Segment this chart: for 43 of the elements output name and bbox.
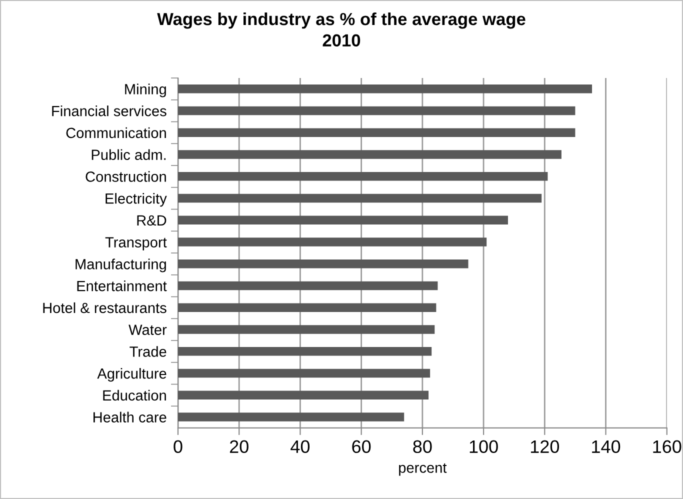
y-tick-label: Construction xyxy=(86,171,166,182)
bar xyxy=(178,194,542,203)
x-tick-label: 60 xyxy=(352,440,371,454)
bar xyxy=(178,128,576,138)
y-tick-label: Entertainment xyxy=(77,280,167,292)
y-tick-label: Hotel & restaurants xyxy=(43,302,166,314)
x-tick-label: 20 xyxy=(230,440,248,454)
y-tick-label: Transport xyxy=(105,237,167,250)
y-tick-label: Manufacturing xyxy=(76,258,166,272)
y-tick-label: Trade xyxy=(130,346,166,357)
bar xyxy=(178,281,438,290)
bar xyxy=(178,390,429,400)
bar xyxy=(178,238,487,246)
bar xyxy=(178,260,468,268)
bar xyxy=(178,172,548,181)
x-tick-label: 40 xyxy=(290,440,310,454)
y-tick-label: Mining xyxy=(125,84,166,98)
y-tick-label: Communication xyxy=(66,127,166,138)
y-tick-label: R&D xyxy=(137,215,166,226)
x-tick-label: 140 xyxy=(592,440,620,454)
x-tick-label: 120 xyxy=(530,440,560,454)
x-tick-label: 0 xyxy=(174,440,182,454)
bar xyxy=(178,303,436,312)
y-tick-label: Health care xyxy=(94,412,166,422)
bar xyxy=(178,150,562,159)
y-tick-label: Financial services xyxy=(52,106,166,116)
bar xyxy=(178,84,592,94)
bar xyxy=(178,347,432,356)
bar xyxy=(178,106,576,116)
x-tick-label: 100 xyxy=(470,440,498,454)
chart-title: Wages by industry as % of the average wage 2010 xyxy=(157,12,526,47)
y-tick-label: Agriculture xyxy=(97,368,166,382)
bar xyxy=(178,325,435,334)
x-axis-title: percent xyxy=(399,463,447,476)
y-tick-label: Education xyxy=(103,390,166,401)
bar xyxy=(178,216,508,225)
y-tick-label: Public adm. xyxy=(92,149,166,160)
y-tick-label: Water xyxy=(128,324,167,335)
bar xyxy=(178,412,404,422)
x-tick-label: 160 xyxy=(653,440,682,454)
bar xyxy=(178,368,430,378)
x-tick-label: 80 xyxy=(413,440,432,454)
y-tick-label: Electricity xyxy=(106,193,167,207)
